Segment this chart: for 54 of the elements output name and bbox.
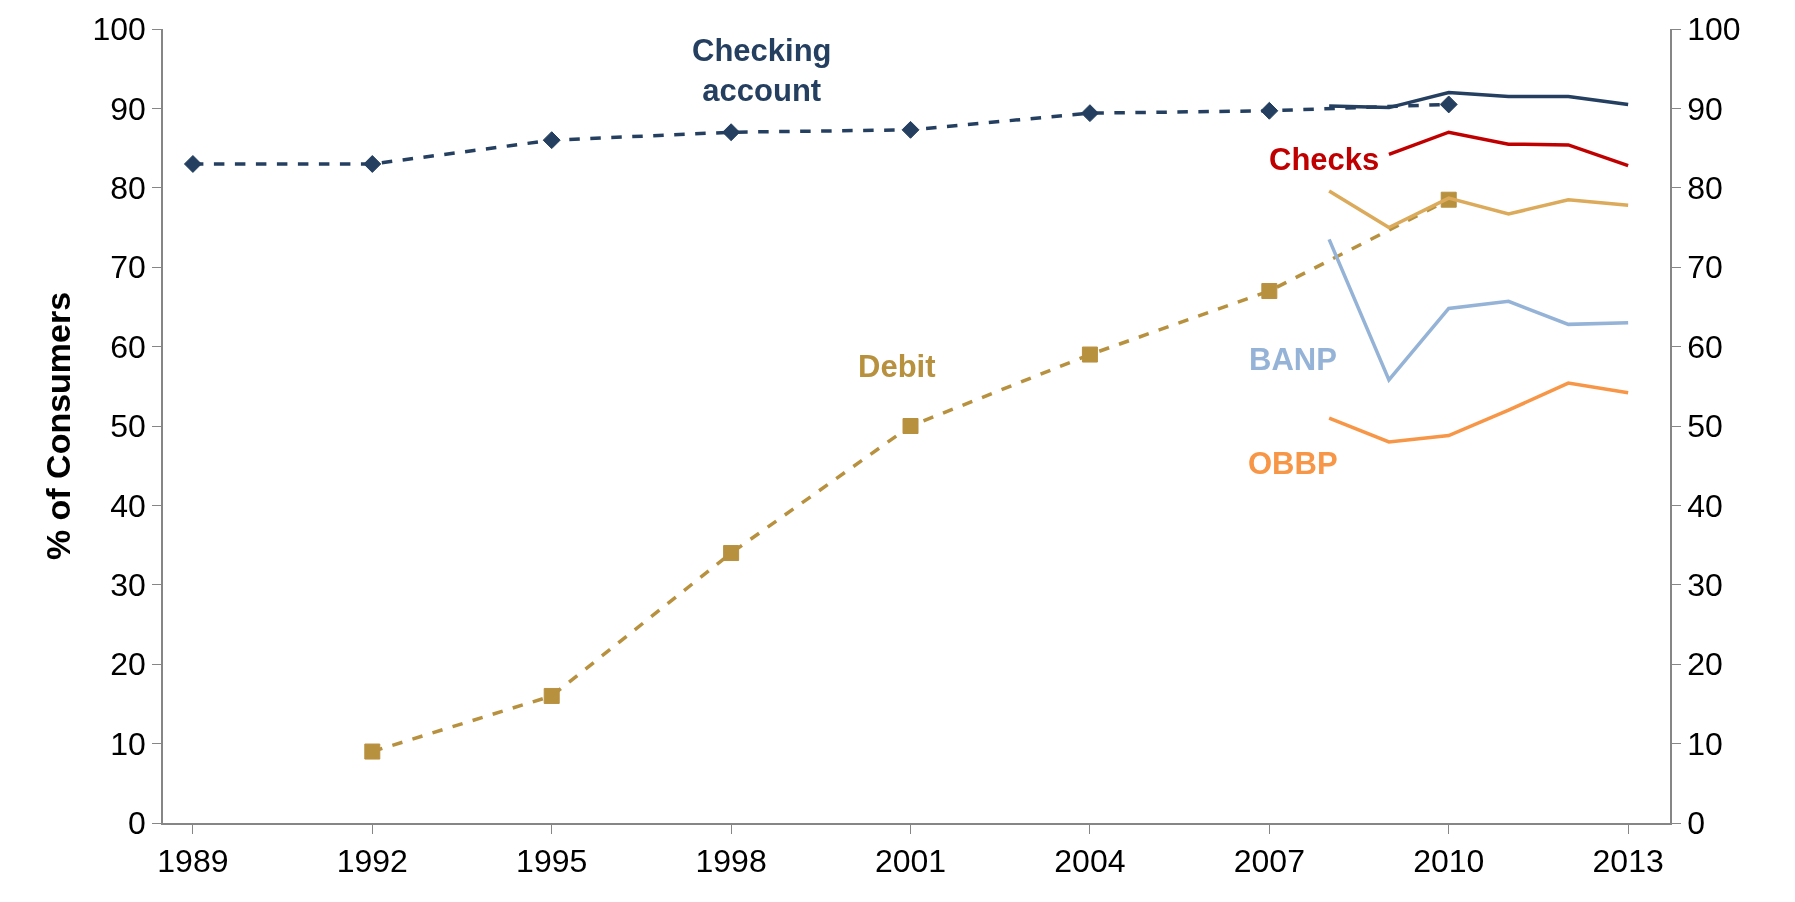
x-tick-label: 2007	[1233, 843, 1305, 880]
y2-tick-label: 40	[1687, 487, 1723, 524]
x-tick-label: 2001	[874, 843, 947, 880]
y2-tick-label: 10	[1687, 725, 1723, 762]
x-tick-label: 2004	[1054, 843, 1126, 880]
point	[543, 687, 560, 704]
point	[1080, 104, 1099, 123]
y-axis-title: % of Consumers	[38, 291, 77, 561]
y2-tick-label: 100	[1687, 11, 1741, 48]
line-series	[1387, 130, 1630, 168]
y-tick-label: 30	[110, 567, 146, 603]
series-label: Checks	[1269, 142, 1380, 177]
point	[1261, 283, 1278, 300]
point	[183, 155, 202, 173]
point	[1260, 101, 1279, 120]
x-tick-label: 1995	[516, 843, 588, 880]
y-tick-label: 20	[110, 646, 146, 683]
y2-tick-label: 80	[1687, 170, 1723, 206]
point	[723, 545, 740, 562]
x-tick-label: 1989	[157, 843, 229, 880]
point	[1439, 95, 1458, 114]
series-label: BANP	[1249, 342, 1337, 377]
y2-tick-label: 70	[1687, 249, 1723, 286]
x-tick-label: 2010	[1413, 843, 1485, 880]
y-tick-label: 0	[128, 805, 146, 842]
y2-tick-label: 50	[1687, 408, 1723, 445]
y2-tick-label: 0	[1687, 805, 1705, 842]
y-tick-label: 50	[110, 408, 146, 445]
y2-tick-label: 30	[1687, 567, 1723, 603]
y-tick-label: 70	[110, 249, 146, 286]
point	[902, 418, 919, 434]
line-series	[1327, 381, 1630, 444]
point	[363, 155, 382, 173]
x-tick-label: 1998	[695, 843, 767, 880]
point	[722, 123, 741, 142]
y-tick-label: 10	[110, 725, 146, 762]
y-tick-label: 90	[110, 90, 146, 127]
y2-tick-label: 90	[1687, 90, 1723, 127]
x-tick-label: 1992	[336, 843, 408, 880]
y-tick-label: 40	[110, 487, 146, 524]
y2-tick-label: 60	[1687, 328, 1723, 365]
series-label: Checking account	[692, 33, 832, 109]
x-tick-label: 2013	[1592, 843, 1664, 880]
y2-tick-label: 20	[1687, 646, 1723, 683]
point	[542, 131, 561, 150]
series-label: OBBP	[1248, 446, 1338, 481]
point	[364, 743, 381, 760]
y-tick-label: 80	[110, 170, 146, 206]
point	[901, 120, 920, 139]
y-tick-label: 60	[110, 328, 146, 365]
point	[1081, 346, 1098, 363]
series-label: Debit	[858, 349, 936, 384]
y-tick-label: 100	[92, 11, 146, 48]
line-series	[1327, 189, 1630, 230]
